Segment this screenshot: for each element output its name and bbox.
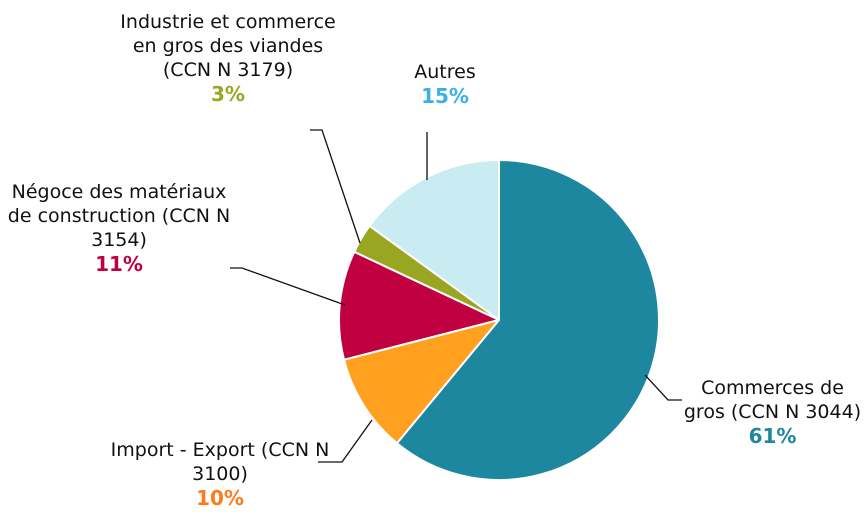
slice-label: Autres 15% [380,60,510,108]
leader-line [230,267,346,306]
value-label: 15% [421,84,469,108]
category-name: Industrie et commerce en gros des viande… [120,11,336,81]
pie-slice [342,318,502,445]
slice-label: Commerces de gros (CCN N 3044) 61% [680,376,865,448]
slice-label: Négoce des matériaux de construction (CC… [0,180,238,276]
pie-slice [395,158,660,481]
leader-line [310,129,361,244]
slice-label: Import - Export (CCN N 3100) 10% [110,438,330,510]
value-label: 3% [211,82,245,106]
value-label: 61% [748,424,797,448]
category-name: Import - Export (CCN N 3100) [110,439,330,485]
category-name: Négoce des matériaux de construction (CC… [7,181,231,251]
leader-line [318,419,373,463]
value-label: 10% [196,486,244,510]
value-label: 11% [95,252,143,276]
pie-slice [338,250,502,362]
slice-label: Industrie et commerce en gros des viande… [108,10,348,106]
leader-line [644,374,682,401]
category-name: Autres [414,61,476,83]
category-name: Commerces de gros (CCN N 3044) [683,377,862,423]
